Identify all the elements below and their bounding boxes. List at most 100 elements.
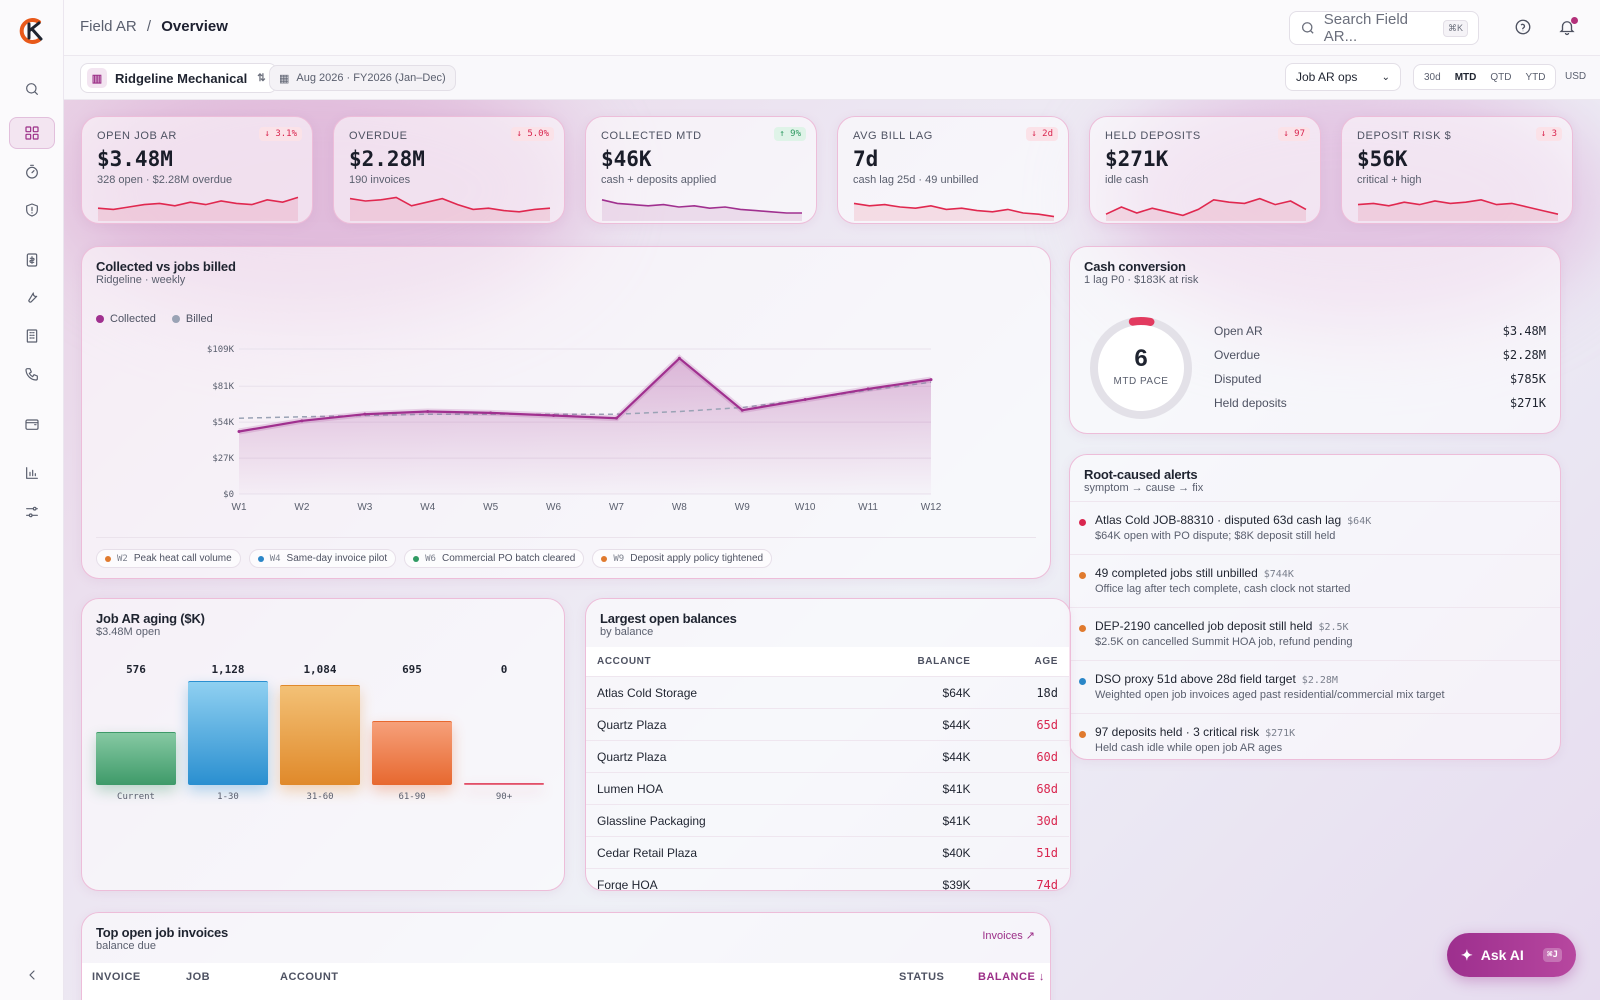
- collected-point[interactable]: [237, 429, 241, 433]
- column-header-status[interactable]: STATUS: [899, 971, 945, 983]
- kpi-card[interactable]: COLLECTED MTD $46K cash + deposits applied…: [585, 116, 817, 224]
- collected-point[interactable]: [866, 387, 870, 391]
- annotation-pill[interactable]: W6 Commercial PO batch cleared: [404, 549, 585, 568]
- age-cell: 51d: [981, 836, 1069, 869]
- currency-label[interactable]: USD: [1565, 71, 1587, 82]
- column-header-balance[interactable]: BALANCE ↓: [978, 971, 1045, 983]
- age-cell: 60d: [981, 740, 1069, 773]
- account-cell: Cedar Retail Plaza: [586, 836, 838, 869]
- kpi-card[interactable]: HELD DEPOSITS $271K idle cash ↓ 97: [1089, 116, 1321, 224]
- period-picker[interactable]: ▦ Aug 2026 · FY2026 (Jan–Dec): [269, 65, 456, 91]
- annotation-pill[interactable]: W9 Deposit apply policy tightened: [592, 549, 773, 568]
- alert-item[interactable]: DSO proxy 51d above 28d field target $2.2…: [1070, 660, 1560, 712]
- alert-item[interactable]: Atlas Cold JOB-88310 · disputed 63d cash…: [1070, 501, 1560, 553]
- collected-point[interactable]: [363, 412, 367, 416]
- collapse-sidebar-button[interactable]: [9, 959, 55, 991]
- collected-point[interactable]: [552, 414, 556, 418]
- accounts-nav-button[interactable]: [9, 320, 55, 352]
- annotation-pill[interactable]: W4 Same-day invoice pilot: [248, 549, 397, 568]
- aging-bar[interactable]: [372, 720, 452, 785]
- aging-bar[interactable]: [96, 731, 176, 785]
- mtd-pace-gauge: [1090, 317, 1192, 419]
- help-button[interactable]: [1514, 18, 1534, 38]
- table-row[interactable]: Quartz Plaza $44K 65d: [586, 708, 1069, 741]
- column-header-job[interactable]: JOB: [186, 971, 211, 983]
- collected-point[interactable]: [489, 411, 493, 415]
- chevron-down-icon: ⌄: [1381, 71, 1390, 83]
- bar-category-label: 61-90: [398, 792, 426, 802]
- range-mtd[interactable]: MTD: [1454, 71, 1477, 83]
- alert-item[interactable]: 97 deposits held · 3 critical risk $271K H…: [1070, 713, 1560, 759]
- annotation-pill[interactable]: W2 Peak heat call volume: [96, 549, 241, 568]
- alert-detail: $2.5K on cancelled Summit HOA job, refun…: [1095, 636, 1353, 648]
- jobs-nav-button[interactable]: [9, 281, 55, 313]
- alert-amount: $2.5K: [1318, 622, 1349, 633]
- sparkline-line: [1357, 198, 1559, 215]
- kpi-card[interactable]: AVG BILL LAG 7d cash lag 25d · 49 unbilled…: [837, 116, 1069, 224]
- risk-nav-button[interactable]: [9, 194, 55, 226]
- view-select[interactable]: Job AR ops ⌄: [1285, 63, 1401, 91]
- kpi-delta-badge: ↓ 97: [1278, 127, 1310, 141]
- column-header-account[interactable]: ACCOUNT: [586, 647, 838, 677]
- notifications-button[interactable]: [1558, 17, 1578, 38]
- table-row[interactable]: Lumen HOA $41K 68d: [586, 772, 1069, 805]
- reports-nav-button[interactable]: [9, 457, 55, 489]
- collected-point[interactable]: [929, 378, 933, 382]
- timer-nav-button[interactable]: [9, 156, 55, 188]
- invoices-link[interactable]: Invoices ↗: [982, 930, 1035, 942]
- collected-series-line[interactable]: [238, 356, 932, 433]
- range-segmented-control: 30d MTD QTD YTD: [1413, 64, 1557, 90]
- top-open-invoices-card: Top open job invoices balance due Invoic…: [81, 912, 1051, 1000]
- legend-item-collected[interactable]: Collected: [96, 313, 156, 325]
- severity-dot: [1079, 625, 1086, 632]
- column-header-account[interactable]: ACCOUNT: [280, 971, 339, 983]
- card-title: Collected vs jobs billed: [96, 259, 236, 274]
- column-header-balance[interactable]: BALANCE: [837, 647, 982, 677]
- sparkline-fill: [1106, 198, 1306, 221]
- collected-point[interactable]: [803, 398, 807, 402]
- collected-point[interactable]: [614, 416, 618, 420]
- table-row[interactable]: Quartz Plaza $44K 60d: [586, 740, 1069, 773]
- collected-point[interactable]: [426, 410, 430, 414]
- range-30d[interactable]: 30d: [1424, 71, 1441, 83]
- search-input[interactable]: Search Field AR... ⌘K: [1289, 11, 1479, 45]
- column-header-invoice[interactable]: INVOICE: [92, 971, 141, 983]
- table-row[interactable]: Glassline Packaging $41K 30d: [586, 804, 1069, 837]
- table-row[interactable]: Forge HOA $39K 74d: [586, 868, 1069, 890]
- search-placeholder: Search Field AR...: [1323, 11, 1408, 45]
- range-qtd[interactable]: QTD: [1490, 71, 1512, 83]
- kpi-delta-badge: ↓ 5.0%: [511, 127, 554, 141]
- alert-item[interactable]: DEP-2190 cancelled job deposit still hel…: [1070, 607, 1560, 659]
- settings-nav-button[interactable]: [9, 496, 55, 528]
- kpi-card[interactable]: OPEN JOB AR $3.48M 328 open · $2.28M overd…: [81, 116, 313, 224]
- column-header-age[interactable]: AGE: [981, 647, 1069, 677]
- aging-bar[interactable]: [464, 783, 544, 785]
- org-switcher[interactable]: ▥ Ridgeline Mechanical ⇅: [80, 63, 277, 93]
- collected-point[interactable]: [740, 408, 744, 412]
- bar-value-label: 1,128: [211, 663, 245, 676]
- dashboard-nav-button[interactable]: [9, 117, 55, 149]
- kpi-card[interactable]: DEPOSIT RISK $ $56K critical + high ↓ 3: [1341, 116, 1573, 224]
- range-ytd[interactable]: YTD: [1525, 71, 1546, 83]
- collected-area: [239, 358, 931, 494]
- kpi-value: $46K: [601, 147, 652, 171]
- table-row[interactable]: Cedar Retail Plaza $40K 51d: [586, 836, 1069, 869]
- breadcrumb-root[interactable]: Field AR: [80, 18, 137, 35]
- annotation-text: Commercial PO batch cleared: [441, 553, 576, 564]
- calls-nav-button[interactable]: [9, 358, 55, 390]
- brand-logo[interactable]: [17, 16, 47, 46]
- kpi-card[interactable]: OVERDUE $2.28M 190 invoices ↓ 5.0%: [333, 116, 565, 224]
- x-tick-label: W10: [795, 502, 816, 513]
- alert-item[interactable]: 49 completed jobs still unbilled $744K Off…: [1070, 554, 1560, 606]
- legend-item-billed[interactable]: Billed: [171, 313, 213, 325]
- collected-point[interactable]: [677, 356, 681, 360]
- search-nav-button[interactable]: [9, 73, 55, 105]
- aging-bar[interactable]: [188, 681, 268, 785]
- aging-bar[interactable]: [280, 685, 360, 785]
- shield-icon: [26, 203, 38, 217]
- ask-ai-button[interactable]: ✦ Ask AI ⌘J: [1447, 933, 1576, 977]
- collected-point[interactable]: [300, 419, 304, 423]
- deposits-nav-button[interactable]: [9, 408, 55, 440]
- invoices-nav-button[interactable]: [9, 244, 55, 276]
- table-row[interactable]: Atlas Cold Storage $64K 18d: [586, 676, 1069, 709]
